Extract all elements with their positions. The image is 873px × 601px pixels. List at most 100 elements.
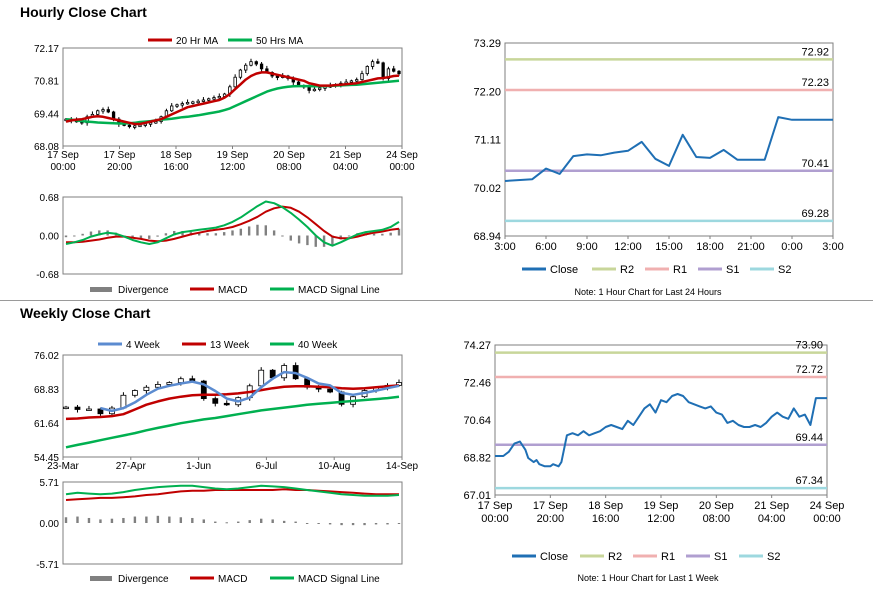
hourly_price-x-tick-label: 20:00	[107, 162, 132, 173]
weekly_macd-divergence-bar	[282, 520, 286, 523]
hourly_price-candle-body	[170, 105, 174, 112]
weekly-section-title: Weekly Close Chart	[20, 305, 151, 321]
weekly_macd-divergence-bar	[305, 523, 309, 524]
weekly_levels-x-tick-label: 00:00	[481, 513, 509, 525]
weekly_macd-divergence-bar	[168, 516, 171, 523]
hourly_levels-x-tick-label: 21:00	[737, 241, 765, 253]
hourly_macd-divergence-bar	[256, 224, 259, 236]
hourly_levels-y-tick-label: 71.11	[474, 135, 501, 147]
hourly_price-candle-body	[133, 125, 137, 128]
weekly_macd-divergence-bar	[317, 523, 320, 524]
hourly_macd-divergence-bar	[397, 228, 401, 236]
hourly_price-x-tick-label: 00:00	[389, 162, 414, 173]
hourly_macd-divergence-bar	[347, 235, 351, 237]
hourly_price-candle-body	[355, 79, 359, 82]
weekly_price-candle-body	[63, 406, 69, 410]
weekly_price-candle-body	[143, 386, 150, 391]
weekly_macd-divergence-bar	[156, 515, 160, 523]
weekly_levels-close-line	[495, 393, 827, 468]
hourly_levels-legend-item: S2	[778, 264, 791, 276]
hourly_macd-macd-signal-line	[66, 205, 400, 244]
weekly_price-ma-13-week-line	[65, 384, 400, 421]
hourly_levels-legend-item: S1	[726, 264, 739, 276]
weekly_macd-divergence-bar	[133, 516, 137, 523]
hourly_price-candle-body	[365, 66, 369, 75]
weekly_levels-x-tick-label: 08:00	[703, 513, 731, 525]
weekly_price-y-tick-label: 54.45	[34, 453, 59, 464]
hourly_price-candle-body	[376, 61, 380, 64]
hourly_macd-divergence-bar	[214, 233, 218, 236]
weekly_price-legend-item: 40 Week	[298, 340, 338, 351]
hourly_price-x-tick-label: 16:00	[163, 162, 188, 173]
weekly_levels-level-label: 67.34	[795, 475, 823, 487]
hourly_macd-y-tick-label: 0.00	[40, 232, 60, 243]
hourly_levels-x-tick-label: 15:00	[655, 241, 683, 253]
section-divider	[0, 300, 873, 301]
hourly_price-candle-body	[175, 104, 179, 107]
hourly_macd-divergence-bar	[156, 235, 159, 237]
hourly_price-x-tick-label: 20 Sep	[273, 150, 305, 161]
hourly_price-candle-body	[127, 124, 132, 128]
weekly_levels-plot-area	[494, 344, 828, 496]
weekly_levels-x-tick-label: 20:00	[537, 513, 565, 525]
weekly_macd-divergence-bar	[260, 518, 263, 523]
hourly_macd-divergence-bar	[81, 233, 84, 236]
weekly_price-x-tick-label: 1-Jun	[186, 461, 211, 472]
hourly_price-candle-body	[233, 76, 237, 88]
hourly_price-candle-body	[96, 110, 100, 115]
weekly_macd-plot-area	[62, 481, 403, 565]
weekly_macd-divergence-bar	[110, 518, 114, 523]
hourly_levels-x-tick-label: 3:00	[822, 241, 843, 253]
weekly_levels-x-tick-label: 21 Sep	[754, 500, 789, 512]
weekly_price-candle-body	[154, 384, 161, 388]
weekly_macd-divergence-bar	[191, 517, 194, 523]
hourly_price-y-tick-label: 69.44	[34, 109, 59, 120]
weekly_macd-divergence-bar	[145, 516, 148, 523]
weekly_levels-y-tick-label: 74.27	[463, 340, 491, 352]
hourly_levels-close-line	[504, 116, 833, 182]
weekly_macd-divergence-bar	[87, 517, 91, 523]
hourly_price-legend-item: 20 Hr MA	[176, 36, 219, 47]
hourly_price-plot-area	[62, 47, 403, 147]
hourly_price-candle-body	[381, 62, 385, 79]
weekly_macd-legend-item: MACD	[218, 574, 247, 585]
hourly_levels-legend-item: R1	[673, 264, 687, 276]
weekly_levels-x-tick-label: 04:00	[758, 513, 786, 525]
hourly_macd-macd-line	[65, 200, 400, 247]
weekly_price-x-tick-label: 27-Apr	[116, 461, 147, 472]
hourly_macd-divergence-bar	[247, 226, 251, 236]
weekly_macd-divergence-bar	[99, 519, 102, 523]
hourly_macd-divergence-bar	[148, 235, 151, 239]
weekly_macd-y-tick-label: 0.00	[40, 519, 60, 530]
hourly_price-x-tick-label: 17 Sep	[47, 150, 79, 161]
hourly_macd-plot-area	[62, 196, 403, 275]
hourly_price-x-tick-label: 08:00	[276, 162, 301, 173]
hourly_macd-legend-item: Divergence	[118, 285, 169, 296]
hourly_price-candle-body	[191, 101, 195, 104]
hourly_levels-level-label: 72.92	[801, 46, 829, 58]
hourly_macd-divergence-bar	[231, 230, 234, 236]
hourly_levels-note: Note: 1 Hour Chart for Last 24 Hours	[574, 287, 722, 297]
weekly_macd-divergence-bar	[294, 521, 297, 523]
hourly_price-candle-body	[259, 63, 264, 70]
hourly_price-candle-body	[244, 64, 248, 71]
weekly_macd-divergence-bar	[340, 523, 343, 526]
hourly_price-candle-body	[138, 124, 142, 128]
hourly_macd-divergence-bar	[264, 225, 267, 236]
hourly_price-x-tick-label: 04:00	[333, 162, 358, 173]
hourly_macd-divergence-bar	[314, 235, 317, 247]
weekly_macd-divergence-bar	[271, 519, 274, 523]
hourly_levels-y-tick-label: 72.20	[473, 86, 501, 98]
hourly_price-candle-body	[370, 61, 375, 67]
hourly_price-candle-body	[217, 96, 221, 99]
weekly_levels-y-tick-label: 67.01	[463, 490, 491, 502]
weekly_levels-legend-item: S2	[767, 551, 780, 563]
hourly_macd-divergence-bar	[131, 235, 134, 238]
weekly_price-legend-item: 13 Week	[210, 340, 250, 351]
weekly_levels-x-tick-label: 24 Sep	[810, 500, 845, 512]
weekly_macd-legend-item: MACD Signal Line	[298, 574, 380, 585]
hourly_price-candle-body	[349, 80, 354, 83]
hourly_macd-divergence-bar	[64, 235, 68, 238]
hourly_macd-divergence-bar	[222, 232, 226, 236]
weekly_levels-y-tick-label: 68.82	[463, 453, 491, 465]
